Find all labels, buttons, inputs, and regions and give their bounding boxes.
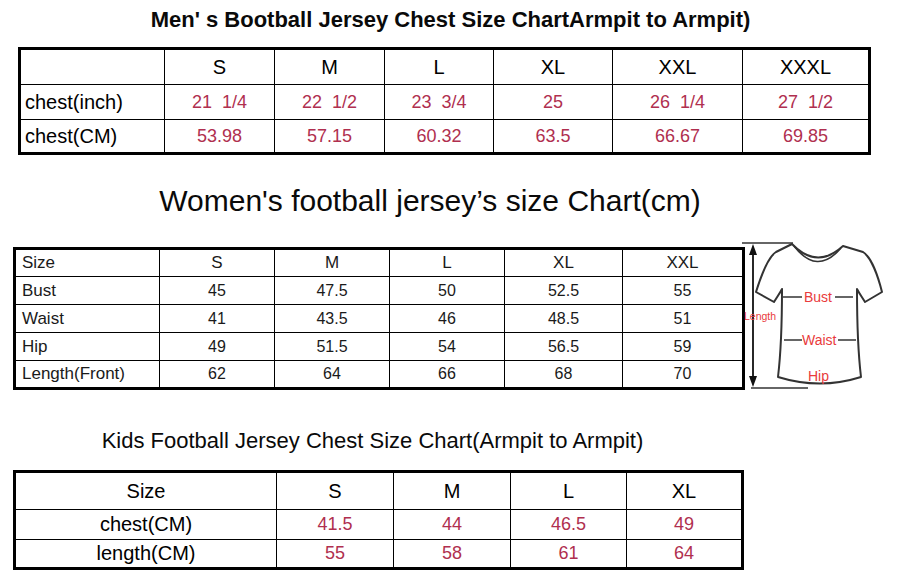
col-header-xl: XL xyxy=(627,472,743,510)
size-value: 51 xyxy=(623,305,744,333)
row-label: chest(CM) xyxy=(20,120,165,154)
row-label: chest(inch) xyxy=(20,85,165,120)
col-header-xl: XL xyxy=(505,249,623,277)
kids-length-row: length(CM) 55 58 61 64 xyxy=(15,540,743,569)
size-value: 69.85 xyxy=(743,120,870,154)
mens-chest-inch-row: chest(inch) 21 1/4 22 1/2 23 3/4 25 26 1… xyxy=(20,85,870,120)
size-value: 45 xyxy=(160,277,275,305)
col-header-xxxl: XXXL xyxy=(743,49,870,85)
womens-header-row: Size S M L XL XXL xyxy=(15,249,744,277)
size-value: 21 1/4 xyxy=(165,85,275,120)
size-value: 48.5 xyxy=(505,305,623,333)
col-header-s: S xyxy=(165,49,275,85)
size-value: 49 xyxy=(627,510,743,540)
mens-size-table: S M L XL XXL XXXL chest(inch) 21 1/4 22 … xyxy=(18,47,871,155)
row-label: chest(CM) xyxy=(15,510,277,540)
size-value: 66 xyxy=(390,361,505,389)
size-value: 52.5 xyxy=(505,277,623,305)
womens-waist-row: Waist 41 43.5 46 48.5 51 xyxy=(15,305,744,333)
size-value: 64 xyxy=(275,361,390,389)
size-value: 46.5 xyxy=(511,510,627,540)
womens-chart-title: Women's football jersey’s size Chart(cm) xyxy=(0,184,860,218)
size-value: 47.5 xyxy=(275,277,390,305)
size-value: 57.15 xyxy=(275,120,385,154)
col-header-l: L xyxy=(511,472,627,510)
tshirt-measurement-diagram: Length Bust Waist Hip xyxy=(740,240,901,392)
size-value: 25 xyxy=(494,85,613,120)
size-value: 59 xyxy=(623,333,744,361)
row-label: Waist xyxy=(15,305,160,333)
size-value: 64 xyxy=(627,540,743,569)
kids-chest-row: chest(CM) 41.5 44 46.5 49 xyxy=(15,510,743,540)
col-header-xxl: XXL xyxy=(623,249,744,277)
kids-header-row: Size S M L XL xyxy=(15,472,743,510)
womens-hip-row: Hip 49 51.5 54 56.5 59 xyxy=(15,333,744,361)
row-label: length(CM) xyxy=(15,540,277,569)
size-chart-page: { "colors": { "value_red": "#b02f4f", "d… xyxy=(0,0,901,585)
size-value: 54 xyxy=(390,333,505,361)
kids-chart-title: Kids Football Jersey Chest Size Chart(Ar… xyxy=(0,428,745,454)
mens-chest-cm-row: chest(CM) 53.98 57.15 60.32 63.5 66.67 6… xyxy=(20,120,870,154)
mens-chart-title: Men' s Bootball Jersey Chest Size ChartA… xyxy=(0,7,901,33)
length-arrowhead-down-icon xyxy=(749,376,757,387)
waist-label: Waist xyxy=(802,332,837,348)
size-header-cell: Size xyxy=(15,249,160,277)
size-value: 63.5 xyxy=(494,120,613,154)
size-value: 50 xyxy=(390,277,505,305)
mens-header-row: S M L XL XXL XXXL xyxy=(20,49,870,85)
col-header-m: M xyxy=(394,472,511,510)
womens-size-table: Size S M L XL XXL Bust 45 47.5 50 52.5 5… xyxy=(13,247,745,390)
col-header-s: S xyxy=(277,472,394,510)
size-value: 41.5 xyxy=(277,510,394,540)
size-value: 26 1/4 xyxy=(613,85,743,120)
col-header-xxl: XXL xyxy=(613,49,743,85)
col-header-xl: XL xyxy=(494,49,613,85)
col-header-l: L xyxy=(385,49,494,85)
row-label: Bust xyxy=(15,277,160,305)
size-value: 22 1/2 xyxy=(275,85,385,120)
size-value: 62 xyxy=(160,361,275,389)
col-header-m: M xyxy=(275,49,385,85)
size-value: 43.5 xyxy=(275,305,390,333)
size-value: 61 xyxy=(511,540,627,569)
size-header-cell: Size xyxy=(15,472,277,510)
size-value: 55 xyxy=(623,277,744,305)
size-value: 66.67 xyxy=(613,120,743,154)
kids-size-table: Size S M L XL chest(CM) 41.5 44 46.5 49 … xyxy=(13,470,744,570)
size-value: 44 xyxy=(394,510,511,540)
length-arrowhead-up-icon xyxy=(749,244,757,255)
size-value: 70 xyxy=(623,361,744,389)
size-value: 58 xyxy=(394,540,511,569)
size-value: 51.5 xyxy=(275,333,390,361)
size-value: 60.32 xyxy=(385,120,494,154)
length-label: Length xyxy=(744,310,776,322)
hip-label: Hip xyxy=(808,368,829,384)
size-value: 53.98 xyxy=(165,120,275,154)
corner-cell xyxy=(20,49,165,85)
bust-label: Bust xyxy=(804,289,832,305)
row-label: Length(Front) xyxy=(15,361,160,389)
col-header-s: S xyxy=(160,249,275,277)
size-value: 27 1/2 xyxy=(743,85,870,120)
size-value: 23 3/4 xyxy=(385,85,494,120)
size-value: 41 xyxy=(160,305,275,333)
col-header-m: M xyxy=(275,249,390,277)
size-value: 49 xyxy=(160,333,275,361)
size-value: 55 xyxy=(277,540,394,569)
size-value: 68 xyxy=(505,361,623,389)
col-header-l: L xyxy=(390,249,505,277)
womens-length-row: Length(Front) 62 64 66 68 70 xyxy=(15,361,744,389)
size-value: 56.5 xyxy=(505,333,623,361)
size-value: 46 xyxy=(390,305,505,333)
womens-bust-row: Bust 45 47.5 50 52.5 55 xyxy=(15,277,744,305)
row-label: Hip xyxy=(15,333,160,361)
